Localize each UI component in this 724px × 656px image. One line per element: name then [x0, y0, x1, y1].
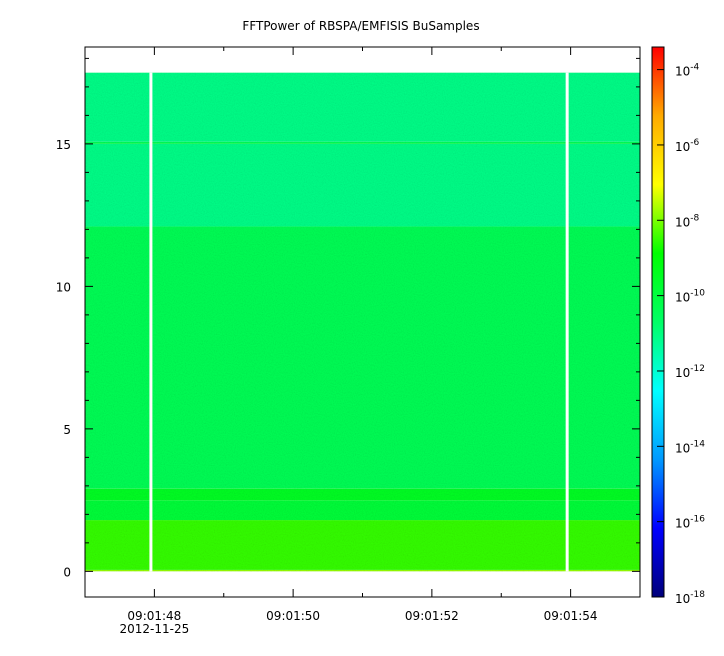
spectrogram-band: [85, 143, 640, 227]
colorbar-tick-label: 10-14: [675, 439, 705, 455]
colorbar: 10-4 10-6 10-8 10-10 10-12 10-14 10-16 10-18: [651, 46, 705, 606]
spectrogram-band: [85, 226, 640, 489]
x-tick-label: 09:01:54: [544, 609, 598, 623]
data-gap: [149, 72, 153, 572]
colorbar-tick-label: 10-8: [675, 213, 700, 229]
spectrogram-band: [85, 569, 640, 572]
y-axis: 0 5 10 15: [56, 57, 640, 579]
spectrogram-band: [85, 72, 640, 142]
colorbar-tick-label: 10-6: [675, 138, 700, 154]
colorbar-tick-label: 10-4: [675, 63, 700, 79]
y-tick-label: 5: [63, 423, 71, 437]
y-tick-label: 10: [56, 280, 71, 294]
colorbar-tick-label: 10-16: [675, 515, 705, 531]
spectrogram-band: [85, 488, 640, 501]
colorbar-tick-label: 10-10: [675, 289, 705, 305]
colorbar-tick-label: 10-18: [675, 590, 705, 606]
data-gaps: [149, 72, 569, 572]
y-tick-label: 15: [56, 138, 71, 152]
spectrogram-band: [85, 500, 640, 521]
x-tick-date-label: 2012-11-25: [120, 622, 190, 636]
chart-title: FFTPower of RBSPA/EMFISIS BuSamples: [242, 19, 479, 33]
colorbar-gradient: [652, 47, 664, 597]
spectrogram-band: [85, 520, 640, 570]
x-tick-label: 09:01:50: [266, 609, 320, 623]
y-tick-label: 0: [63, 565, 71, 579]
x-tick-label: 09:01:52: [405, 609, 459, 623]
colorbar-tick-label: 10-12: [675, 364, 705, 380]
x-tick-label: 09:01:48: [127, 609, 181, 623]
spectrogram-band: [85, 141, 640, 144]
spectrogram-bands: [85, 72, 640, 572]
data-gap: [565, 72, 569, 572]
